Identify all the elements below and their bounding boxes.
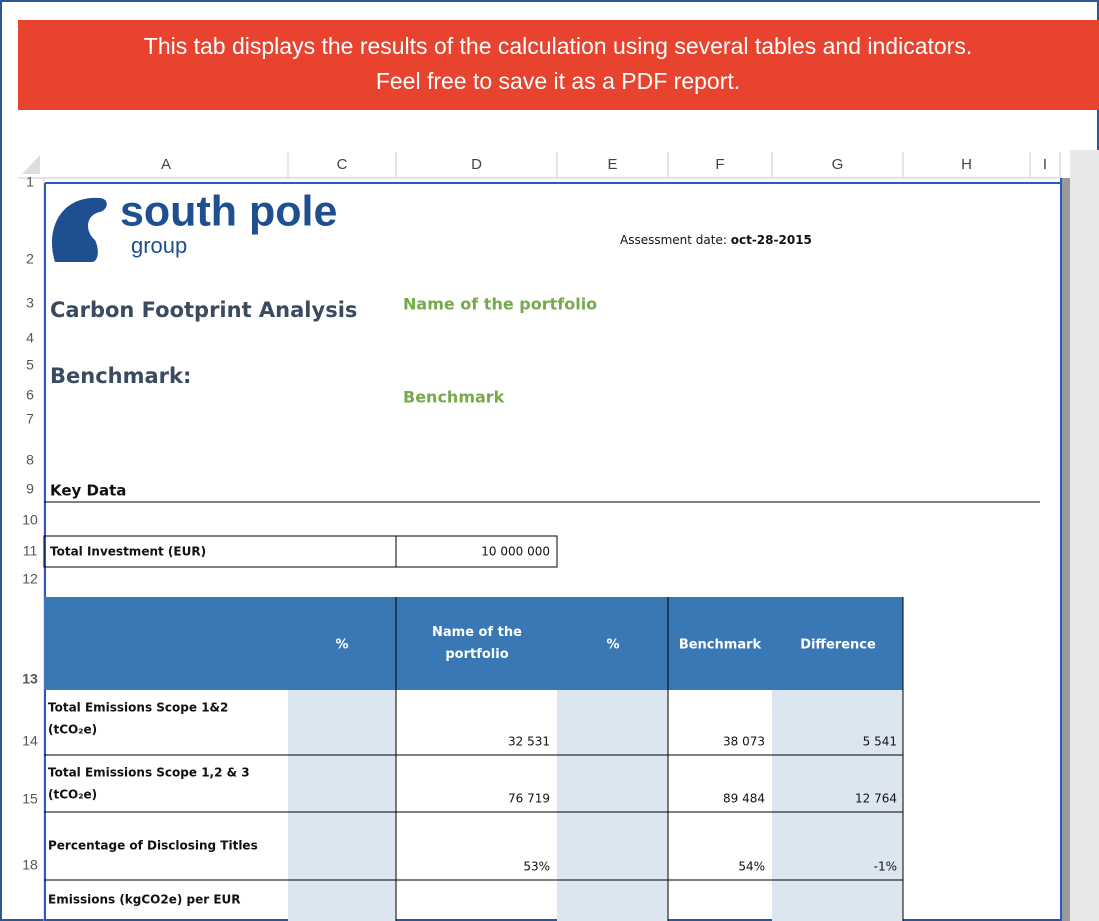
banner-line: This tab displays the results of the cal… xyxy=(144,33,972,59)
cell-value: 53% xyxy=(523,860,550,874)
report-title: Carbon Footprint Analysis xyxy=(50,298,357,322)
row-number: 18 xyxy=(22,857,38,873)
banner xyxy=(18,20,1099,110)
assessment: Assessment date: oct-28-2015 xyxy=(620,233,812,247)
column-header: F xyxy=(715,156,724,173)
assessment-label: Assessment date: xyxy=(620,233,727,247)
row-number: 4 xyxy=(26,330,34,346)
row-number: 6 xyxy=(26,387,34,403)
investment-box xyxy=(43,535,558,568)
row-number: 14 xyxy=(22,733,38,749)
row-number: 13 xyxy=(22,671,38,687)
row-number: 7 xyxy=(26,411,34,427)
row-label: Total Emissions Scope 1&2 xyxy=(48,701,228,715)
column-header-bar xyxy=(18,150,1070,178)
column-header: E xyxy=(607,156,617,173)
header-line: Name of the xyxy=(432,625,522,640)
row-number: 8 xyxy=(26,452,34,468)
row-number: 10 xyxy=(22,512,38,528)
column-header: D xyxy=(471,156,482,173)
column-header: G xyxy=(832,156,844,173)
column-header: H xyxy=(961,156,972,173)
row-number: 11 xyxy=(23,543,38,559)
row-label: Total Emissions Scope 1,2 & 3 xyxy=(48,766,250,780)
row-number: 15 xyxy=(22,791,38,807)
pct-column xyxy=(288,690,396,921)
column-header: I xyxy=(1043,156,1047,173)
logo-mark xyxy=(52,197,107,262)
investment-label: Total Investment (EUR) xyxy=(50,545,206,559)
benchmark-label: Benchmark: xyxy=(50,364,191,388)
row-number-partial: 1 xyxy=(26,174,34,190)
cell-value: 32 531 xyxy=(508,735,550,749)
row-label: (tCO₂e) xyxy=(48,788,97,802)
logo: south pole group xyxy=(52,187,337,262)
row-number: 5 xyxy=(26,357,34,373)
logo-sub: group xyxy=(131,233,187,258)
cell-value: -1% xyxy=(874,860,897,874)
table-header: Name of the portfolio xyxy=(432,625,522,662)
scroll-area xyxy=(1070,150,1099,921)
key-data: Key Data xyxy=(50,482,126,500)
row-number: 12 xyxy=(22,571,38,587)
row-label: Percentage of Disclosing Titles xyxy=(48,839,258,853)
table-header xyxy=(44,597,903,690)
cell-value: 5 541 xyxy=(863,735,897,749)
cell-value: 12 764 xyxy=(855,792,897,806)
row-label: (tCO₂e) xyxy=(48,723,97,737)
cell-value: 76 719 xyxy=(508,792,550,806)
portfolio-name: Name of the portfolio xyxy=(403,295,597,314)
table-header: Benchmark xyxy=(679,638,762,653)
table-header: Difference xyxy=(800,638,876,653)
row-number: 2 xyxy=(26,251,34,267)
row-number: 3 xyxy=(26,295,34,311)
select-all[interactable] xyxy=(22,155,40,174)
assessment-date: oct-28-2015 xyxy=(731,233,812,247)
cell-value: 89 484 xyxy=(723,792,765,806)
table-header: % xyxy=(606,638,619,653)
difference-column xyxy=(772,690,903,921)
investment-value: 10 000 000 xyxy=(481,545,550,559)
header-line: portfolio xyxy=(445,647,508,662)
row-label: Emissions (kgCO2e) per EUR xyxy=(48,893,241,907)
column-header: A xyxy=(161,156,171,173)
benchmark-name: Benchmark xyxy=(403,388,505,407)
cell-value: 54% xyxy=(738,860,765,874)
table-header: % xyxy=(335,638,348,653)
cell-value: 38 073 xyxy=(723,735,765,749)
page-break-bar xyxy=(1062,178,1070,921)
column-header: C xyxy=(337,156,348,173)
banner-line: Feel free to save it as a PDF report. xyxy=(376,68,740,94)
logo-name: south pole xyxy=(120,187,337,235)
pct-column xyxy=(557,690,668,921)
row-number: 9 xyxy=(26,481,34,497)
